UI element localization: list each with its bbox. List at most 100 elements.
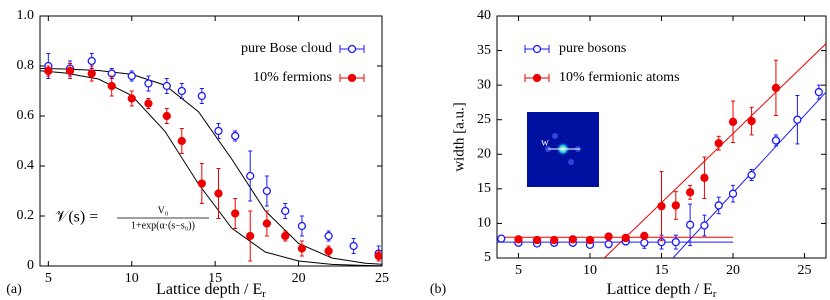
data-point: [657, 201, 666, 211]
x-tick-label: 5: [45, 271, 52, 286]
data-point: [262, 186, 272, 196]
data-point: [297, 221, 307, 231]
data-point: [214, 126, 223, 136]
data-point: [177, 136, 186, 146]
y-tick-label: 15: [477, 181, 491, 196]
plot-area: [40, 53, 382, 266]
data-point: [262, 219, 272, 228]
data-point: [87, 69, 96, 78]
panel-label: (a): [6, 282, 22, 297]
data-point: [728, 189, 738, 198]
formula-lhs: 𝒱(s) =: [55, 209, 98, 226]
panel-label: (b): [430, 282, 447, 297]
data-point: [127, 94, 136, 103]
inset-image: w: [527, 112, 599, 187]
data-point: [514, 235, 523, 244]
y-tick-label: 25: [477, 112, 491, 127]
data-point: [144, 79, 153, 88]
x-axis-label-sub: r: [262, 288, 266, 300]
data-point: [714, 201, 723, 210]
inset-spot: [568, 159, 574, 165]
y-tick-label: 1.0: [17, 8, 35, 23]
data-point: [640, 231, 649, 241]
x-axis-label-sub: r: [713, 288, 717, 300]
legend-label: 10% fermions: [253, 70, 332, 85]
data-point: [685, 188, 695, 197]
x-axis-label: Lattice depth / Er: [607, 281, 717, 300]
data-point: [246, 231, 255, 241]
data-point: [246, 171, 255, 181]
data-point: [568, 235, 577, 244]
x-tick-label: 10: [125, 271, 139, 286]
y-axis-label: width [a.u.]: [451, 102, 467, 172]
x-tick-label: 25: [375, 271, 389, 286]
plot-frame: [39, 15, 383, 267]
data-point: [497, 234, 506, 243]
data-point: [162, 81, 171, 91]
data-point: [685, 220, 695, 229]
data-point: [640, 238, 649, 247]
data-point: [87, 56, 96, 66]
y-tick-label: 0.6: [17, 108, 35, 123]
legend-marker: [347, 73, 357, 83]
legend-marker: [347, 44, 357, 54]
data-point: [771, 136, 781, 145]
data-point: [747, 116, 756, 126]
data-point: [281, 206, 290, 216]
data-point: [714, 139, 723, 148]
data-point: [550, 235, 559, 245]
legend-marker: [532, 44, 542, 54]
x-tick-label: 15: [208, 271, 222, 286]
y-tick-label: 20: [477, 147, 491, 162]
data-point: [44, 66, 53, 76]
data-point: [728, 117, 738, 126]
data-point: [793, 115, 802, 124]
data-point: [127, 71, 136, 81]
x-tick-label: 5: [515, 263, 522, 278]
data-point: [585, 235, 595, 245]
data-point: [700, 221, 709, 230]
data-point: [65, 66, 75, 76]
y-tick-label: 40: [477, 8, 491, 23]
x-tick-label: 20: [726, 263, 740, 278]
data-point: [604, 232, 613, 241]
data-point: [771, 83, 781, 93]
data-point: [281, 231, 290, 241]
data-point: [144, 99, 153, 108]
y-tick-label: 0: [27, 258, 34, 273]
x-tick-label: 25: [798, 263, 812, 278]
x-tick-label: 15: [655, 263, 669, 278]
data-point: [814, 87, 823, 97]
data-point: [374, 251, 382, 261]
data-point: [177, 86, 186, 96]
data-point: [107, 81, 116, 91]
x-tick-label: 20: [292, 271, 306, 286]
inset-spot: [552, 133, 558, 139]
data-point: [214, 189, 223, 198]
data-point: [162, 111, 171, 121]
data-point: [324, 246, 333, 256]
x-axis-label-main: Lattice depth / E: [607, 281, 713, 298]
y-tick-label: 10: [477, 216, 491, 231]
formula-denominator: 1+exp(α·(s−s₀)): [131, 220, 195, 231]
plot-area: [497, 43, 826, 258]
data-point: [324, 231, 333, 241]
data-point: [197, 179, 206, 188]
data-point: [231, 209, 240, 218]
data-point: [349, 241, 358, 251]
legend-label: 10% fermionic atoms: [559, 70, 680, 85]
formula-numerator: V₀: [158, 205, 169, 216]
data-point: [197, 91, 206, 101]
legend-label: pure bosons: [559, 41, 626, 56]
data-point: [604, 240, 613, 249]
data-point: [532, 235, 542, 245]
y-tick-label: 0.8: [17, 58, 35, 73]
data-point: [297, 244, 307, 253]
y-tick-label: 0.4: [17, 158, 35, 173]
y-tick-label: 35: [477, 43, 491, 58]
data-point: [671, 201, 680, 210]
y-tick-label: 0.2: [17, 208, 35, 223]
data-point: [747, 170, 756, 180]
data-point: [671, 237, 680, 247]
